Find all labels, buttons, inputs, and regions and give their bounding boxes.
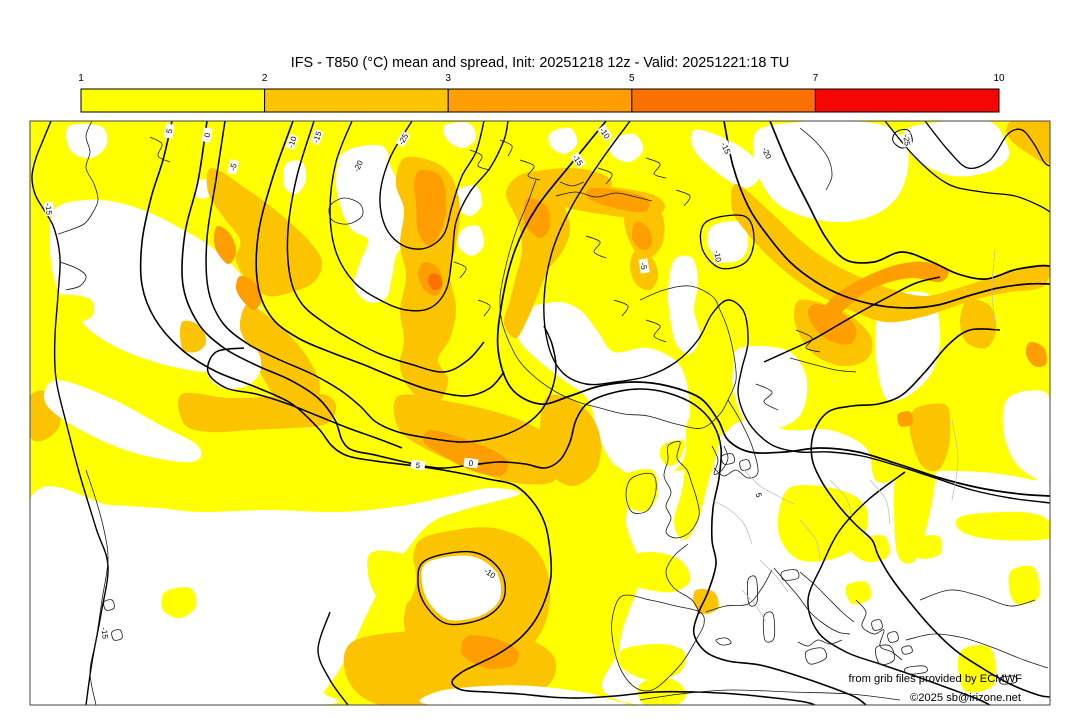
svg-text:-10: -10	[712, 250, 723, 263]
svg-text:-5: -5	[638, 262, 648, 271]
svg-text:0: 0	[468, 459, 474, 469]
svg-text:-5: -5	[228, 162, 239, 172]
svg-text:2: 2	[262, 73, 268, 84]
svg-text:5: 5	[754, 492, 764, 499]
svg-text:-25: -25	[901, 134, 912, 147]
svg-text:©2025 sb@irizone.net: ©2025 sb@irizone.net	[910, 692, 1022, 704]
svg-text:7: 7	[813, 73, 819, 84]
svg-text:-15: -15	[44, 203, 54, 216]
svg-text:-15: -15	[100, 627, 110, 640]
svg-text:3: 3	[445, 73, 451, 84]
svg-text:5: 5	[165, 128, 175, 134]
svg-text:5: 5	[629, 73, 635, 84]
svg-text:-15: -15	[311, 130, 324, 144]
svg-text:1: 1	[78, 73, 84, 84]
svg-text:10: 10	[993, 73, 1005, 84]
svg-text:-10: -10	[286, 135, 299, 149]
svg-text:from grib files provided by EC: from grib files provided by ECMWF	[849, 673, 1023, 685]
svg-text:0: 0	[203, 132, 213, 138]
svg-text:IFS - T850 (°C) mean and sprea: IFS - T850 (°C) mean and spread, Init: 2…	[291, 55, 790, 71]
svg-text:5: 5	[415, 461, 421, 471]
